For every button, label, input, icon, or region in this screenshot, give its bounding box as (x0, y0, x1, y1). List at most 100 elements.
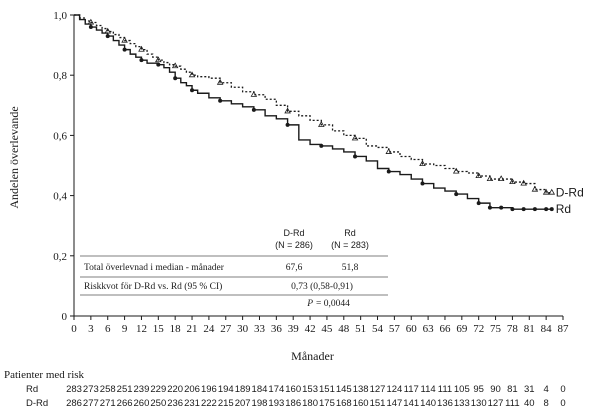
table-row-p-value: = 0,0044 (316, 299, 350, 309)
risk-count: 127 (488, 398, 504, 409)
risk-count: 277 (83, 398, 99, 409)
risk-count: 0 (560, 384, 565, 395)
censor-marker-d-rd (351, 134, 359, 141)
risk-count: 90 (490, 384, 501, 395)
risk-count: 111 (505, 398, 519, 409)
x-tick-label: 42 (305, 323, 316, 335)
risk-count: 266 (117, 398, 133, 409)
risk-count: 4 (543, 384, 548, 395)
risk-count: 193 (268, 398, 284, 409)
censor-marker-rd (139, 58, 144, 63)
censor-marker-rd (476, 201, 481, 206)
x-tick-label: 6 (105, 323, 111, 335)
risk-count: 236 (167, 398, 183, 409)
table-row-hr-label: Riskkvot för D-Rd vs. Rd (95 % CI) (84, 281, 222, 292)
censor-marker-rd (499, 205, 504, 210)
x-tick-label: 78 (507, 323, 519, 335)
x-tick-label: 27 (220, 323, 232, 335)
x-tick-label: 57 (389, 323, 401, 335)
table-head-drd: D-Rd (283, 228, 304, 238)
x-tick-label: 15 (153, 323, 165, 335)
risk-count: 271 (100, 398, 116, 409)
y-tick-label: 0 (62, 311, 68, 323)
risk-count: 151 (370, 398, 386, 409)
risk-count: 186 (285, 398, 301, 409)
x-tick-label: 33 (254, 323, 266, 335)
risk-table-title: Patienter med risk (4, 369, 85, 381)
risk-count: 222 (201, 398, 217, 409)
y-axis-title: Andelen överlevande (7, 106, 21, 208)
censor-marker-rd (532, 207, 537, 212)
x-tick-label: 24 (203, 323, 215, 335)
risk-count: 175 (319, 398, 335, 409)
censor-marker-rd (521, 207, 526, 212)
series-line-d-rd (74, 14, 552, 194)
censor-marker-rd (156, 62, 161, 67)
x-tick-label: 87 (558, 323, 570, 335)
x-tick-label: 66 (439, 323, 451, 335)
censor-marker-d-rd (520, 179, 527, 186)
censor-marker-rd (386, 169, 391, 174)
censor-marker-rd (353, 154, 358, 159)
table-head-rd: Rd (344, 228, 356, 238)
risk-count: 117 (404, 384, 419, 395)
censor-marker-d-rd (385, 148, 393, 154)
table-row-p-prefix: P (306, 299, 313, 309)
censor-marker-d-rd (216, 78, 224, 85)
risk-count: 258 (100, 384, 116, 395)
risk-count: 273 (83, 384, 99, 395)
risk-count: 124 (386, 384, 402, 395)
risk-count: 250 (150, 398, 166, 409)
censor-marker-d-rd (475, 172, 482, 179)
risk-count: 145 (336, 384, 352, 395)
censor-marker-d-rd (509, 178, 516, 185)
risk-count: 286 (66, 398, 82, 409)
x-tick-label: 69 (456, 323, 468, 335)
series-line-rd (74, 14, 552, 210)
x-tick-label: 21 (187, 323, 198, 335)
risk-count: 260 (134, 398, 150, 409)
risk-count: 105 (454, 384, 470, 395)
censor-marker-rd (105, 34, 110, 39)
censor-marker-d-rd (155, 56, 162, 63)
censor-marker-d-rd (284, 107, 291, 114)
table-head-rd-n: (N = 283) (331, 240, 369, 250)
censor-marker-rd (510, 207, 515, 212)
risk-count: 174 (268, 384, 284, 395)
risk-count: 239 (134, 384, 150, 395)
table-row-hr-value: 0,73 (0,58-0,91) (291, 281, 353, 292)
risk-count: 136 (437, 398, 453, 409)
risk-count: 133 (454, 398, 470, 409)
censor-marker-rd (420, 181, 425, 186)
censor-marker-rd (319, 143, 324, 148)
table-row-median-rd: 51,8 (342, 263, 359, 273)
risk-count: 114 (421, 384, 436, 395)
censor-marker-rd (544, 207, 549, 212)
risk-count: 251 (117, 384, 133, 395)
risk-count: 220 (167, 384, 183, 395)
risk-count: 40 (524, 398, 535, 409)
risk-count: 180 (302, 398, 318, 409)
censor-marker-d-rd (318, 121, 325, 127)
y-tick-label: 0,4 (53, 191, 67, 203)
censor-marker-d-rd (452, 167, 460, 174)
x-tick-label: 63 (423, 323, 435, 335)
table-row-median-label: Total överlevnad i median - månader (84, 262, 225, 273)
x-tick-label: 48 (338, 323, 350, 335)
censor-marker-d-rd (419, 160, 426, 166)
risk-count: 160 (353, 398, 369, 409)
censor-marker-rd (190, 88, 195, 93)
censor-marker-rd (218, 98, 223, 103)
x-tick-label: 3 (88, 323, 94, 335)
risk-count: 153 (302, 384, 318, 395)
risk-count: 231 (184, 398, 200, 409)
risk-count: 130 (471, 398, 487, 409)
y-tick-label: 0,8 (53, 70, 67, 82)
x-axis-title: Månader (291, 349, 334, 363)
table-row-median-drd: 67,6 (286, 263, 303, 273)
risk-count: 198 (252, 398, 268, 409)
risk-count: 184 (252, 384, 268, 395)
series-labels: D-Rd Rd (556, 186, 584, 217)
risk-row-name: Rd (26, 384, 38, 395)
x-tick-label: 75 (490, 323, 502, 335)
